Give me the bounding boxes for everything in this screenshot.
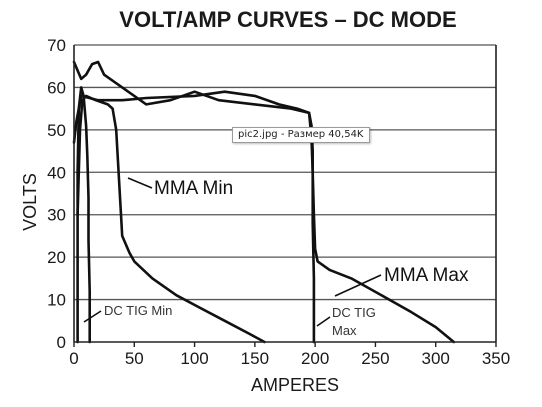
x-tick-label-100: 100: [180, 349, 208, 368]
curve-mma-max: [72, 60, 456, 344]
x-tick-label-150: 150: [241, 349, 269, 368]
x-tick-label-350: 350: [482, 349, 510, 368]
label-layer: VOLT/AMP CURVES – DC MODE 0 10 20 30 40 50 60 70…: [20, 7, 510, 395]
chart-title: VOLT/AMP CURVES – DC MODE: [119, 7, 456, 32]
y-tick-label-20: 20: [47, 248, 66, 267]
x-tick-label-300: 300: [422, 349, 450, 368]
x-axis-label: AMPERES: [251, 375, 339, 395]
curve-layer: [72, 60, 456, 344]
x-tick-label-250: 250: [361, 349, 389, 368]
x-tick-label-50: 50: [125, 349, 144, 368]
y-tick-label-40: 40: [47, 163, 66, 182]
y-tick-label-0: 0: [57, 333, 66, 352]
axis-layer: [73, 45, 497, 347]
image-tooltip: pic2.jpg - Размер 40,54K: [232, 127, 370, 143]
y-tick-label-60: 60: [47, 78, 66, 97]
x-tick-label-200: 200: [301, 349, 329, 368]
leader-line-dc-tig-max: [316, 316, 331, 327]
y-tick-label-30: 30: [47, 206, 66, 225]
y-tick-label-10: 10: [47, 291, 66, 310]
series-label-mma-max: MMA Max: [384, 265, 469, 286]
series-label-dc-tig-max: DC TIG Max: [332, 305, 376, 338]
leader-line-dc-tig-min: [83, 310, 102, 323]
x-tick-label-0: 0: [69, 349, 78, 368]
series-label-dc-tig-min: DC TIG Min: [104, 303, 172, 318]
y-tick-label-70: 70: [47, 36, 66, 55]
leader-line-mma-max: [334, 274, 382, 297]
leader-line-mma-min: [127, 177, 153, 189]
series-label-mma-min: MMA Min: [154, 178, 233, 199]
grid-layer: [74, 44, 496, 301]
y-axis-label: VOLTS: [20, 173, 40, 231]
y-tick-label-50: 50: [47, 121, 66, 140]
